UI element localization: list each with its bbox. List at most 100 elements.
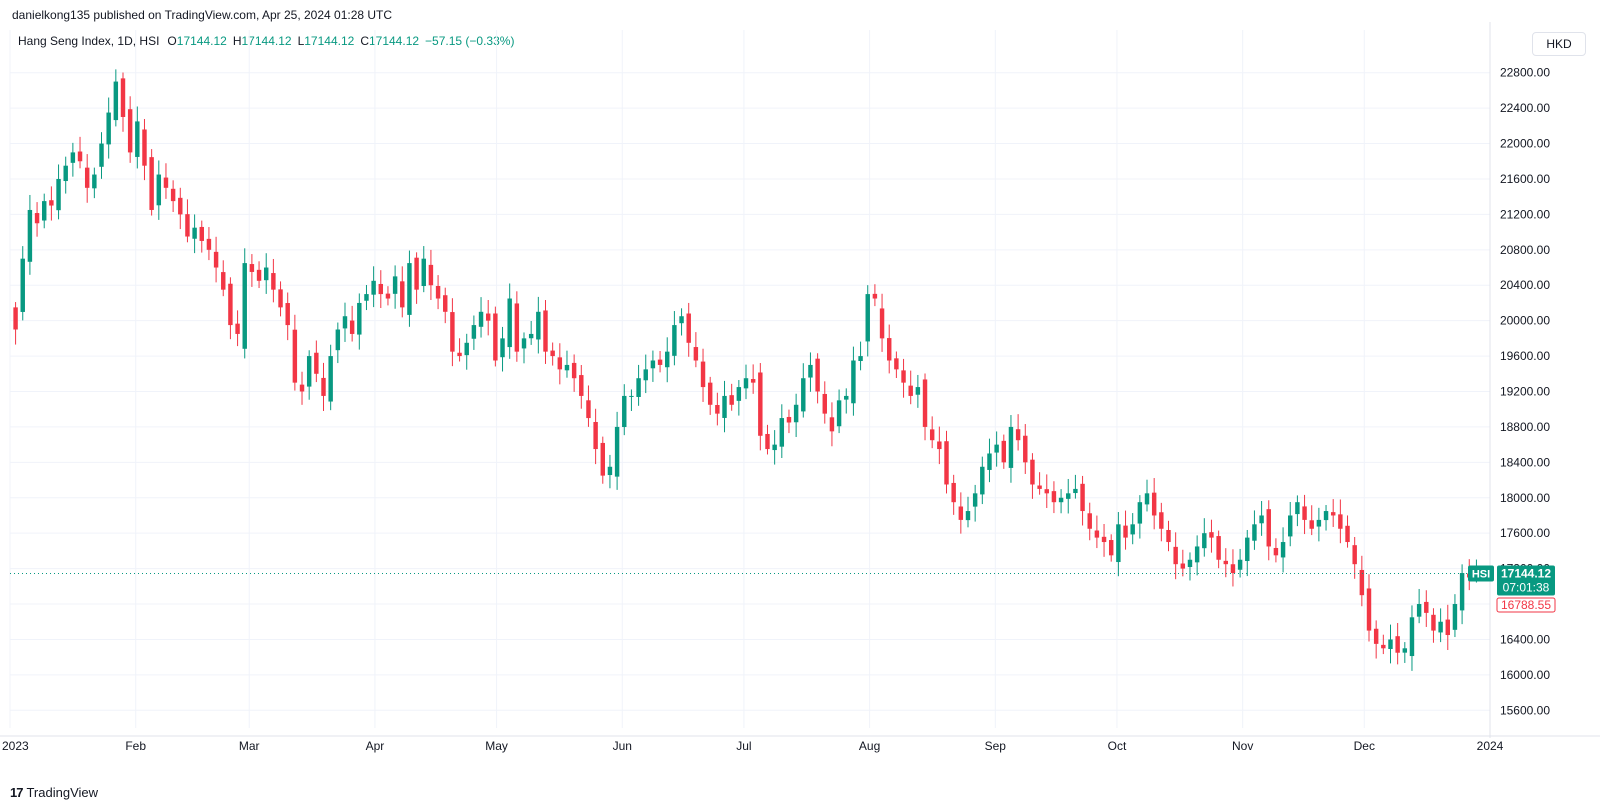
candle-body bbox=[464, 342, 469, 356]
candle-body bbox=[342, 316, 348, 329]
prev-close-label: 16788.55 bbox=[1501, 598, 1551, 612]
candle-body bbox=[722, 395, 727, 418]
close-value: 17144.12 bbox=[368, 34, 420, 48]
x-tick-label: Jun bbox=[613, 739, 632, 753]
candle-body bbox=[400, 281, 405, 308]
y-tick-label: 20800.00 bbox=[1500, 243, 1550, 257]
candle-body bbox=[1223, 560, 1229, 565]
candle-body bbox=[27, 209, 33, 262]
candle-body bbox=[1259, 515, 1264, 524]
price-chart[interactable]: 22800.00 22400.00 22000.00 21600.00 21200.00… bbox=[0, 0, 1600, 780]
candle-body bbox=[1030, 459, 1035, 485]
symbol-tag-label: HSI bbox=[1472, 569, 1490, 581]
candle-body bbox=[206, 238, 212, 250]
candle-body bbox=[1330, 512, 1336, 516]
candle-body bbox=[1230, 564, 1236, 574]
candle-body bbox=[263, 267, 269, 281]
candle-body bbox=[1216, 536, 1221, 560]
candle-body bbox=[822, 393, 827, 414]
candle-body bbox=[886, 338, 892, 361]
candle-body bbox=[235, 323, 240, 334]
y-tick-label: 21600.00 bbox=[1500, 172, 1550, 186]
candle-body bbox=[106, 112, 111, 145]
candle-body bbox=[292, 329, 298, 383]
last-price-label: 17144.12 bbox=[1501, 567, 1551, 581]
low-label: L bbox=[297, 34, 305, 48]
candle-body bbox=[349, 320, 355, 334]
symbol-name[interactable]: Hang Seng Index, 1D, HSI bbox=[18, 34, 160, 48]
candle-body bbox=[500, 338, 505, 358]
candle-body bbox=[736, 387, 742, 401]
candle-body bbox=[1123, 525, 1128, 538]
x-tick-label: Mar bbox=[239, 739, 260, 753]
candle-body bbox=[149, 157, 154, 210]
candle-body bbox=[221, 272, 226, 290]
y-tick-label: 21200.00 bbox=[1500, 207, 1550, 221]
candle-body bbox=[1151, 492, 1157, 516]
tradingview-logo-icon[interactable]: 17 bbox=[10, 785, 24, 800]
candle-body bbox=[901, 370, 906, 383]
candle-body bbox=[793, 404, 799, 423]
y-tick-label: 18000.00 bbox=[1500, 491, 1550, 505]
footer: 17 TradingView bbox=[10, 785, 98, 800]
candle-body bbox=[1108, 540, 1114, 556]
candle-body bbox=[1424, 601, 1429, 613]
candle-body bbox=[1431, 614, 1436, 631]
candle-body bbox=[872, 293, 878, 299]
candle-body bbox=[750, 379, 756, 383]
candle-body bbox=[120, 78, 126, 117]
candle-body bbox=[1187, 559, 1193, 568]
candle-body bbox=[1080, 483, 1085, 512]
candle-body bbox=[321, 377, 326, 396]
candle-body bbox=[786, 416, 792, 423]
candle-body bbox=[278, 289, 283, 308]
candle-body bbox=[135, 121, 140, 157]
candle-body bbox=[1381, 644, 1386, 649]
last-price-box bbox=[1497, 565, 1555, 596]
candle-body bbox=[1087, 513, 1092, 529]
candle-body bbox=[557, 357, 563, 370]
x-tick-label: May bbox=[485, 739, 508, 753]
candle-body bbox=[364, 294, 369, 301]
tradingview-brand[interactable]: TradingView bbox=[26, 785, 99, 800]
candle-body bbox=[450, 312, 455, 352]
candle-body bbox=[1373, 628, 1379, 644]
candle-body bbox=[392, 276, 398, 294]
open-value: 17144.12 bbox=[176, 34, 227, 48]
candle-body bbox=[579, 375, 584, 396]
candle-body bbox=[49, 200, 54, 206]
x-tick-label: 2023 bbox=[2, 739, 29, 753]
x-tick-label: Nov bbox=[1232, 739, 1253, 753]
candle-body bbox=[1338, 514, 1343, 529]
candle-body bbox=[1130, 524, 1135, 535]
candle-body bbox=[808, 364, 813, 378]
candle-body bbox=[1001, 440, 1007, 463]
candle-body bbox=[758, 372, 763, 436]
candle-body bbox=[679, 316, 684, 324]
x-tick-label: Feb bbox=[125, 739, 146, 753]
candle-body bbox=[607, 466, 613, 476]
candle-body bbox=[987, 453, 992, 470]
candle-body bbox=[421, 258, 426, 287]
candle-body bbox=[1345, 525, 1350, 543]
y-tick-label: 17600.00 bbox=[1500, 526, 1550, 540]
candle-body bbox=[1459, 573, 1465, 611]
candle-body bbox=[1194, 546, 1200, 563]
candle-body bbox=[1180, 563, 1186, 569]
y-tick-label: 19600.00 bbox=[1500, 349, 1550, 363]
candle-body bbox=[285, 303, 290, 326]
y-tick-label: 18400.00 bbox=[1500, 455, 1550, 469]
candle-body bbox=[1445, 619, 1450, 636]
candle-body bbox=[1237, 559, 1243, 570]
candle-body bbox=[70, 152, 76, 163]
candle-body bbox=[1273, 547, 1279, 556]
y-tick-label: 22800.00 bbox=[1500, 66, 1550, 80]
candle-body bbox=[521, 338, 527, 349]
candle-body bbox=[471, 325, 477, 339]
candle-body bbox=[1051, 491, 1057, 503]
candle-body bbox=[1023, 435, 1028, 463]
candle-body bbox=[564, 364, 570, 371]
currency-button[interactable]: HKD bbox=[1532, 32, 1586, 56]
x-tick-label: Dec bbox=[1354, 739, 1375, 753]
close-label: C bbox=[360, 34, 369, 48]
